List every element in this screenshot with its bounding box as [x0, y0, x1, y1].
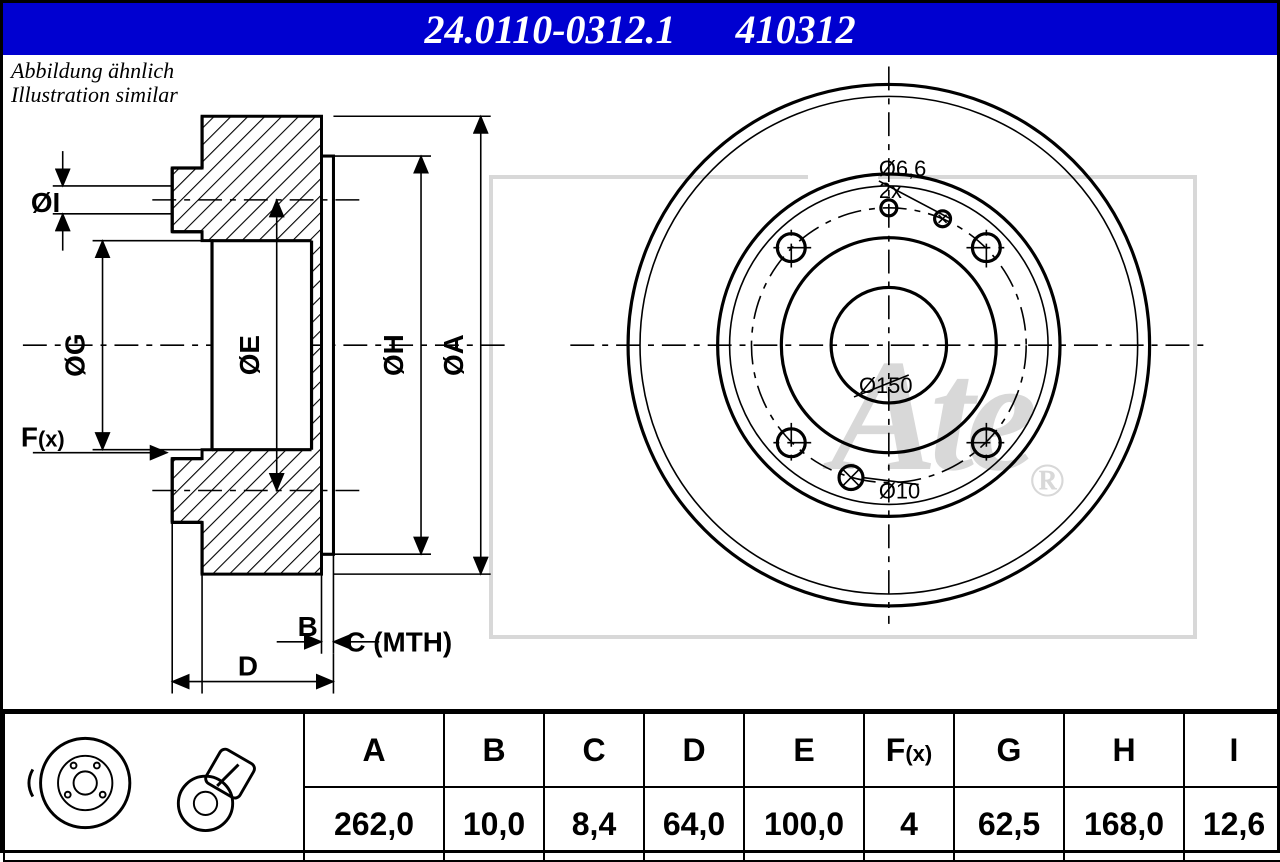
- drawing-frame: 24.0110-0312.1 410312 Abbildung ähnlich …: [0, 0, 1280, 853]
- section-view: ØA ØH ØE ØG ØI: [21, 116, 511, 693]
- pin-hole-dia: Ø10: [879, 478, 920, 503]
- dim-E-label: ØE: [234, 335, 265, 375]
- dim-D-label: D: [238, 651, 258, 682]
- table-header-row: A B C D E F(x) G H I: [4, 713, 1280, 787]
- col-H: H: [1064, 713, 1184, 787]
- val-A: 262,0: [304, 787, 444, 861]
- dim-C-label: C (MTH): [345, 627, 452, 658]
- part-number: 24.0110-0312.1: [424, 6, 675, 53]
- dim-B-label: B: [298, 611, 318, 642]
- col-E: E: [744, 713, 864, 787]
- dim-H-label: ØH: [378, 334, 409, 376]
- drawing-area: ØA ØH ØE ØG ØI: [3, 55, 1277, 715]
- col-G: G: [954, 713, 1064, 787]
- val-B: 10,0: [444, 787, 544, 861]
- dim-Fx-label: F(x): [21, 422, 65, 453]
- val-C: 8,4: [544, 787, 644, 861]
- dim-G-label: ØG: [60, 333, 91, 376]
- val-D: 64,0: [644, 787, 744, 861]
- small-hole-count: 2x: [879, 178, 902, 203]
- col-B: B: [444, 713, 544, 787]
- val-E: 100,0: [744, 787, 864, 861]
- spec-table: A B C D E F(x) G H I 262,0 10,0 8,4 64,0…: [3, 709, 1277, 850]
- header-bar: 24.0110-0312.1 410312: [3, 3, 1277, 55]
- table-icon-cell: [4, 713, 304, 861]
- dim-A-label: ØA: [438, 334, 469, 376]
- dim-I-label: ØI: [31, 187, 60, 218]
- val-I: 12,6: [1184, 787, 1280, 861]
- val-G: 62,5: [954, 787, 1064, 861]
- val-Fx: 4: [864, 787, 954, 861]
- front-view: Ø6,6 2x Ø150 Ø10: [570, 67, 1207, 624]
- col-Fx: F(x): [864, 713, 954, 787]
- col-D: D: [644, 713, 744, 787]
- col-C: C: [544, 713, 644, 787]
- pcd-label: Ø150: [859, 373, 913, 398]
- col-I: I: [1184, 713, 1280, 787]
- col-A: A: [304, 713, 444, 787]
- val-H: 168,0: [1064, 787, 1184, 861]
- short-code: 410312: [736, 6, 856, 53]
